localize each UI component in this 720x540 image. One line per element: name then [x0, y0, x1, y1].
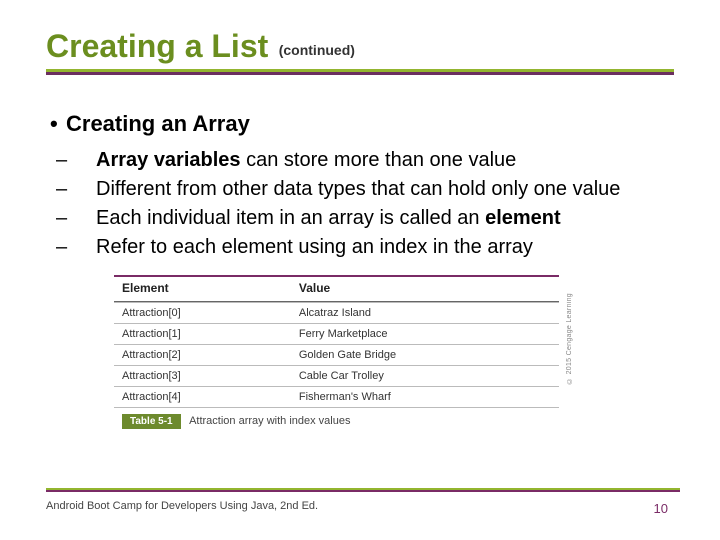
title-block: Creating a List (continued) — [46, 28, 680, 75]
table-caption-text: Attraction array with index values — [189, 415, 350, 427]
footer: Android Boot Camp for Developers Using J… — [46, 488, 680, 514]
section-heading-text: Creating an Array — [66, 111, 250, 136]
list-item: –Each individual item in an array is cal… — [78, 205, 680, 232]
section-heading: •Creating an Array — [50, 111, 680, 137]
table-caption-row: Table 5-1 Attraction array with index va… — [114, 408, 559, 434]
slide-subtitle: (continued) — [279, 42, 355, 58]
list-item: –Different from other data types that ca… — [78, 176, 680, 203]
col-header: Value — [291, 277, 559, 301]
list-item: –Array variables can store more than one… — [78, 147, 680, 174]
table-copyright: © 2015 Cengage Learning — [566, 293, 573, 384]
rule-purple — [46, 72, 674, 75]
table-caption-badge: Table 5-1 — [122, 414, 181, 429]
footer-rule-bot — [46, 490, 680, 492]
table-row: Attraction[2]Golden Gate Bridge — [114, 345, 559, 366]
page-number: 10 — [654, 501, 668, 516]
bullet-list: –Array variables can store more than one… — [78, 147, 680, 261]
table-row: Attraction[1]Ferry Marketplace — [114, 324, 559, 345]
list-item: –Refer to each element using an index in… — [78, 234, 680, 261]
data-table: Element Value Attraction[0]Alcatraz Isla… — [114, 277, 559, 433]
footer-text: Android Boot Camp for Developers Using J… — [46, 500, 318, 512]
table-row: Attraction[3]Cable Car Trolley — [114, 366, 559, 387]
col-header: Element — [114, 277, 291, 301]
content-area: •Creating an Array –Array variables can … — [50, 111, 680, 433]
array-table: Element Value Attraction[0]Alcatraz Isla… — [114, 275, 559, 433]
table-row: Attraction[0]Alcatraz Island — [114, 303, 559, 324]
slide-title: Creating a List — [46, 28, 268, 65]
table-row: Attraction[4]Fisherman's Wharf — [114, 387, 559, 408]
